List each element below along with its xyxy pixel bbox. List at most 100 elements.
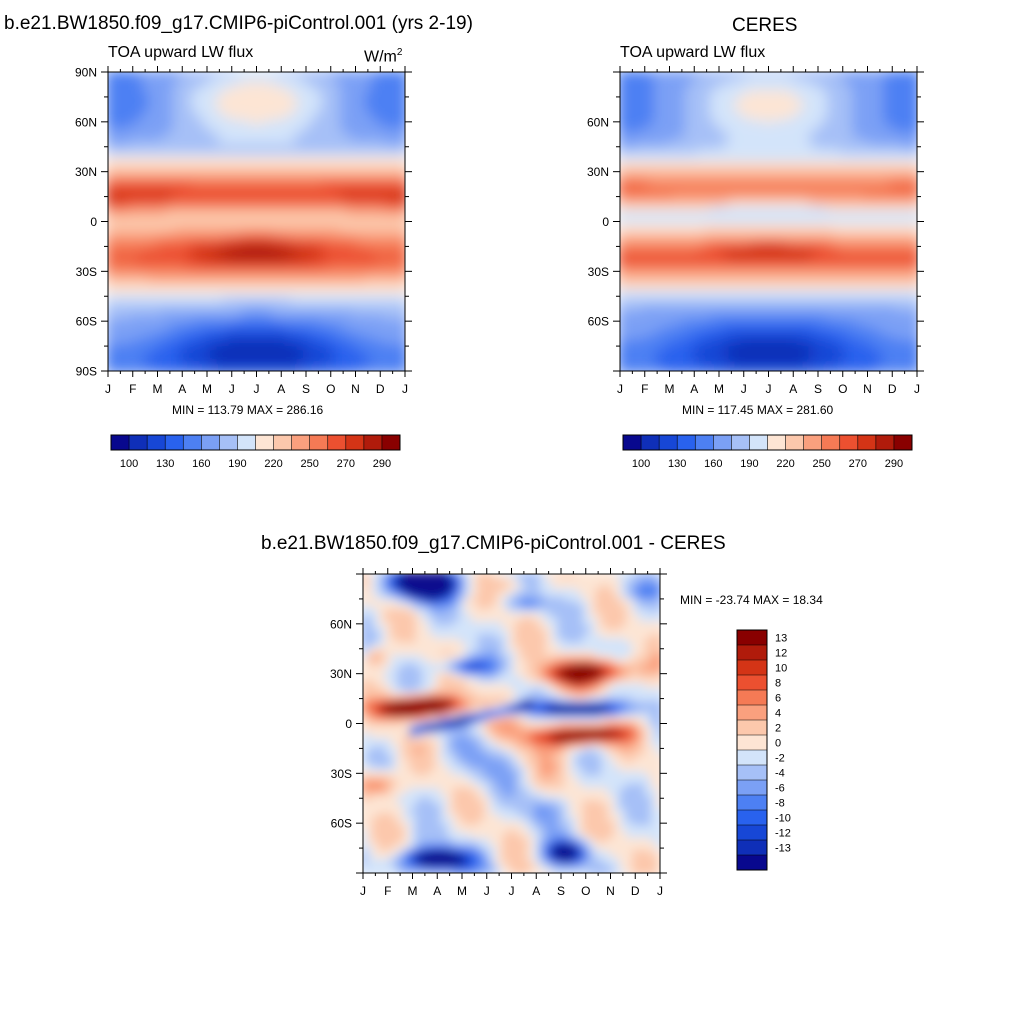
model-cell — [129, 198, 137, 204]
model-cell — [259, 144, 267, 150]
obs-cell — [635, 94, 643, 100]
model-cell — [210, 182, 218, 187]
model-cell — [321, 298, 329, 304]
model-cell — [370, 248, 378, 254]
model-cell — [265, 136, 273, 142]
model-cell — [172, 352, 180, 358]
model-cell — [191, 244, 199, 250]
obs-cell — [913, 128, 917, 134]
obs-cell — [895, 169, 903, 175]
model-cell — [265, 74, 273, 80]
model-cell — [111, 314, 119, 320]
obs-cell — [790, 94, 798, 100]
model-cell — [108, 306, 112, 312]
model-cell — [234, 314, 242, 320]
model-cell — [309, 165, 317, 171]
model-cell — [123, 352, 131, 358]
obs-cell — [623, 103, 631, 109]
model-cell — [108, 215, 112, 221]
obs-cell — [790, 82, 798, 88]
model-cell — [309, 78, 317, 84]
obs-cell — [703, 177, 711, 183]
obs-cell — [765, 98, 773, 104]
obs-cell — [858, 72, 866, 75]
model-cell — [370, 111, 378, 117]
model-cell — [352, 356, 360, 362]
model-cell — [247, 72, 255, 75]
model-cell — [160, 144, 168, 150]
model-cell — [389, 152, 397, 158]
model-cell — [179, 306, 187, 312]
model-cell — [234, 335, 242, 341]
model-cell — [253, 339, 261, 345]
model-cell — [191, 240, 199, 246]
model-cell — [395, 206, 403, 212]
obs-cell — [703, 90, 711, 96]
obs-cell — [882, 148, 890, 154]
obs-cell — [765, 136, 773, 142]
model-cell — [271, 290, 279, 295]
obs-cell — [839, 169, 847, 175]
model-cell — [278, 314, 286, 320]
model-cell — [191, 356, 199, 362]
model-cell — [234, 103, 242, 109]
model-cell — [191, 136, 199, 142]
model-cell — [395, 169, 403, 175]
model-cell — [364, 360, 372, 366]
model-cell — [370, 119, 378, 125]
model-cell — [172, 285, 180, 291]
model-cell — [302, 182, 310, 187]
model-cell — [142, 368, 150, 371]
model-cell — [197, 94, 205, 100]
model-cell — [160, 306, 168, 312]
model-cell — [166, 335, 174, 341]
obs-cell — [728, 107, 736, 113]
model-cell — [309, 335, 317, 341]
model-cell — [179, 364, 187, 370]
model-cell — [222, 265, 230, 271]
model-cell — [216, 206, 224, 212]
model-cell — [154, 248, 162, 254]
obs-cell — [882, 111, 890, 117]
model-cell — [284, 94, 292, 100]
model-cell — [346, 198, 354, 204]
model-cell — [383, 177, 391, 183]
model-cell — [203, 244, 211, 250]
obs-cell — [814, 165, 822, 171]
model-cell — [265, 327, 273, 333]
model-cell — [210, 72, 218, 75]
model-cell — [179, 194, 187, 200]
obs-cell — [660, 169, 668, 175]
model-cell — [111, 223, 119, 229]
model-cell — [247, 298, 255, 304]
model-cell — [247, 290, 255, 295]
model-cell — [166, 94, 174, 100]
obs-cell — [870, 165, 878, 171]
model-cell — [383, 348, 391, 354]
model-cell — [321, 186, 329, 192]
model-cell — [395, 219, 403, 225]
model-cell — [340, 331, 348, 337]
model-cell — [377, 335, 385, 341]
model-cell — [253, 148, 261, 154]
model-cell — [160, 290, 168, 295]
model-cell — [364, 215, 372, 221]
obs-cell — [654, 132, 662, 138]
obs-cell — [808, 165, 816, 171]
obs-cell — [691, 173, 699, 179]
model-cell — [222, 182, 230, 187]
obs-cell — [740, 144, 748, 150]
obs-cell — [635, 98, 643, 104]
model-cell — [296, 194, 304, 200]
model-cell — [160, 161, 168, 167]
obs-cell — [913, 82, 917, 88]
obs-cell — [783, 103, 791, 109]
model-cell — [377, 323, 385, 329]
model-cell — [108, 136, 112, 142]
model-cell — [358, 144, 366, 150]
obs-cell — [821, 161, 829, 167]
model-cell — [108, 78, 112, 84]
model-cell — [383, 219, 391, 225]
obs-cell — [691, 74, 699, 80]
obs-cell — [654, 140, 662, 146]
